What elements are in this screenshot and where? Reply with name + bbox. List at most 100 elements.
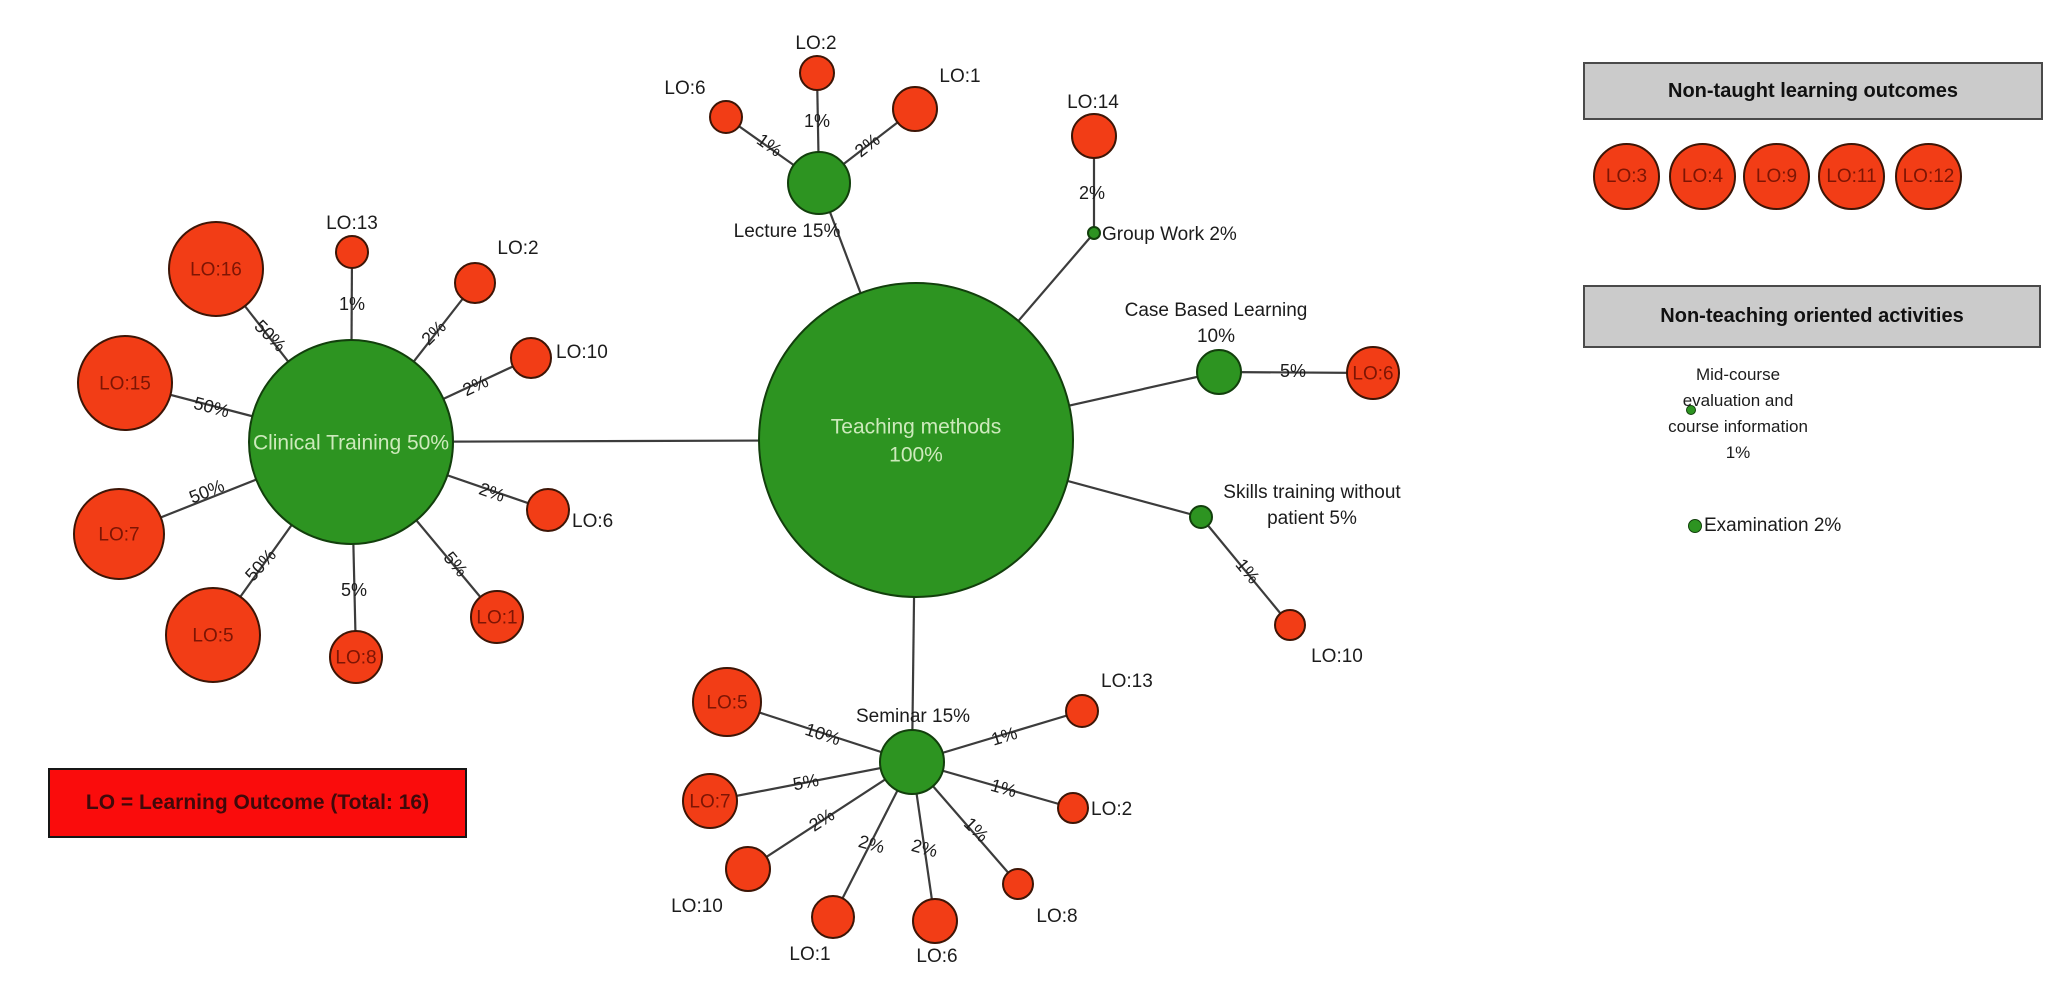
node-s10 — [1274, 609, 1306, 641]
node-c1 — [470, 590, 524, 644]
node-label-groupwork: Group Work 2% — [1102, 224, 1237, 245]
node-label-m10: LO:10 — [671, 896, 723, 917]
node-groupwork — [1087, 226, 1101, 240]
node-g14 — [1071, 113, 1117, 159]
node-c15 — [77, 335, 173, 431]
examination-label: Examination 2% — [1704, 515, 1842, 536]
edge-label-seminar-m7: 5% — [791, 770, 820, 795]
node-seminar — [879, 729, 945, 795]
node-l2 — [799, 55, 835, 91]
node-m7 — [682, 773, 738, 829]
node-l1 — [892, 86, 938, 132]
node-b6 — [1346, 346, 1400, 400]
legend-lo-circle: LO:11 — [1818, 143, 1885, 210]
node-label-c10: LO:10 — [556, 342, 608, 363]
node-label-l6: LO:6 — [664, 78, 705, 99]
node-l6 — [709, 100, 743, 134]
node-label-m6: LO:6 — [916, 946, 957, 967]
mid-course-line: Mid-course — [1695, 365, 1781, 384]
non-teaching-legend-title-box: Non-teaching oriented activities — [1583, 285, 2041, 348]
legend-lo-circle: LO:12 — [1895, 143, 1962, 210]
non-teaching-legend-title: Non-teaching oriented activities — [1660, 305, 1964, 327]
node-teaching — [758, 282, 1074, 598]
node-c2 — [454, 262, 496, 304]
node-label-c5: LO:5 — [192, 626, 233, 647]
non-taught-legend-title-box: Non-taught learning outcomes — [1583, 62, 2043, 120]
node-label-clinical: Clinical Training 50% — [253, 431, 449, 454]
node-label-c15: LO:15 — [99, 374, 151, 395]
node-label-skills: Skills training without — [1223, 482, 1401, 503]
mid-course-line: evaluation and — [1682, 391, 1794, 410]
node-c5 — [165, 587, 261, 683]
node-label-c6: LO:6 — [572, 511, 613, 532]
node-label-skills: patient 5% — [1267, 508, 1357, 529]
edge-label-lecture-l1: 2% — [851, 129, 884, 161]
node-label-s10: LO:10 — [1311, 646, 1363, 667]
mid-course-dot — [1686, 405, 1696, 415]
edge-seminar-m7 — [709, 760, 913, 803]
node-label-cbl: 10% — [1197, 326, 1235, 347]
node-m2 — [1057, 792, 1089, 824]
legend-lo-label: LO:12 — [1902, 165, 1955, 187]
node-m13 — [1065, 694, 1099, 728]
legend-lo-label: LO:11 — [1826, 165, 1877, 187]
node-label-m2: LO:2 — [1091, 799, 1132, 820]
node-cbl — [1196, 349, 1242, 395]
node-label-b6: LO:6 — [1352, 364, 1393, 385]
lo-definition-note: LO = Learning Outcome (Total: 16) — [48, 768, 467, 838]
node-label-c7: LO:7 — [98, 525, 139, 546]
mid-course-line: 1% — [1725, 443, 1751, 462]
legend-lo-label: LO:9 — [1755, 165, 1798, 187]
node-m1 — [811, 895, 855, 939]
node-label-c2: LO:2 — [497, 238, 538, 259]
edge-label-groupwork-g14: 2% — [1079, 183, 1105, 203]
node-label-m7: LO:7 — [689, 792, 730, 813]
edge-label-seminar-m5: 10% — [803, 719, 843, 749]
node-c7 — [73, 488, 165, 580]
legend-lo-circle: LO:4 — [1669, 143, 1736, 210]
edge-label-clinical-c15: 50% — [192, 393, 232, 422]
node-label-c16: LO:16 — [190, 260, 242, 281]
node-label-l2: LO:2 — [795, 33, 836, 54]
edge-label-seminar-m2: 1% — [988, 775, 1019, 801]
node-label-seminar: Seminar 15% — [856, 706, 970, 727]
edge-label-clinical-c13: 1% — [339, 294, 365, 314]
node-label-l1: LO:1 — [939, 66, 980, 87]
edge-label-clinical-c7: 50% — [186, 475, 227, 507]
node-m10 — [725, 846, 771, 892]
edge-label-clinical-c6: 2% — [476, 479, 507, 506]
node-m8 — [1002, 868, 1034, 900]
node-c16 — [168, 221, 264, 317]
node-lecture — [787, 151, 851, 215]
non-taught-legend-title: Non-taught learning outcomes — [1668, 79, 1958, 102]
node-skills — [1189, 505, 1213, 529]
edge-label-cbl-b6: 5% — [1280, 361, 1306, 381]
node-clinical — [248, 339, 454, 545]
node-label-m13: LO:13 — [1101, 671, 1153, 692]
node-label-teaching: 100% — [889, 443, 943, 466]
node-c8 — [329, 630, 383, 684]
node-label-c1: LO:1 — [476, 608, 517, 629]
node-label-m5: LO:5 — [706, 693, 747, 714]
legend-lo-label: LO:3 — [1605, 165, 1648, 187]
legend-lo-circle: LO:9 — [1743, 143, 1810, 210]
mid-course-label: Mid-course evaluation and course informa… — [1657, 362, 1819, 466]
edge-label-seminar-m1: 2% — [856, 831, 886, 857]
node-label-lecture: Lecture 15% — [734, 221, 841, 242]
edge-label-clinical-c10: 2% — [459, 371, 491, 400]
node-m6 — [912, 898, 958, 944]
legend-lo-label: LO:4 — [1681, 165, 1724, 187]
node-c10 — [510, 337, 552, 379]
node-label-cbl: Case Based Learning — [1125, 300, 1308, 321]
edge-label-seminar-m8: 1% — [960, 813, 993, 846]
edge-label-seminar-m10: 2% — [805, 804, 838, 835]
node-label-c13: LO:13 — [326, 213, 378, 234]
edge-skills-s10 — [1200, 516, 1291, 626]
node-label-teaching: Teaching methods — [831, 415, 1001, 438]
mid-course-line: course information — [1668, 417, 1808, 436]
edge-label-seminar-m13: 1% — [989, 723, 1020, 750]
node-m5 — [692, 667, 762, 737]
node-label-m1: LO:1 — [789, 944, 830, 965]
